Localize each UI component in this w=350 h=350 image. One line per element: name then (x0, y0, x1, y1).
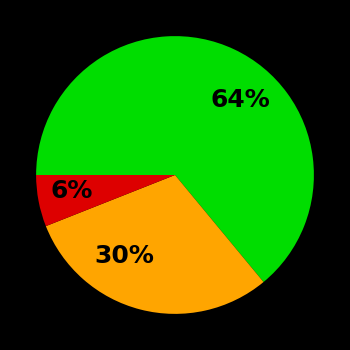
Wedge shape (36, 175, 175, 226)
Text: 6%: 6% (51, 178, 93, 203)
Text: 30%: 30% (94, 244, 154, 268)
Wedge shape (36, 36, 314, 282)
Wedge shape (46, 175, 264, 314)
Text: 64%: 64% (210, 88, 270, 112)
